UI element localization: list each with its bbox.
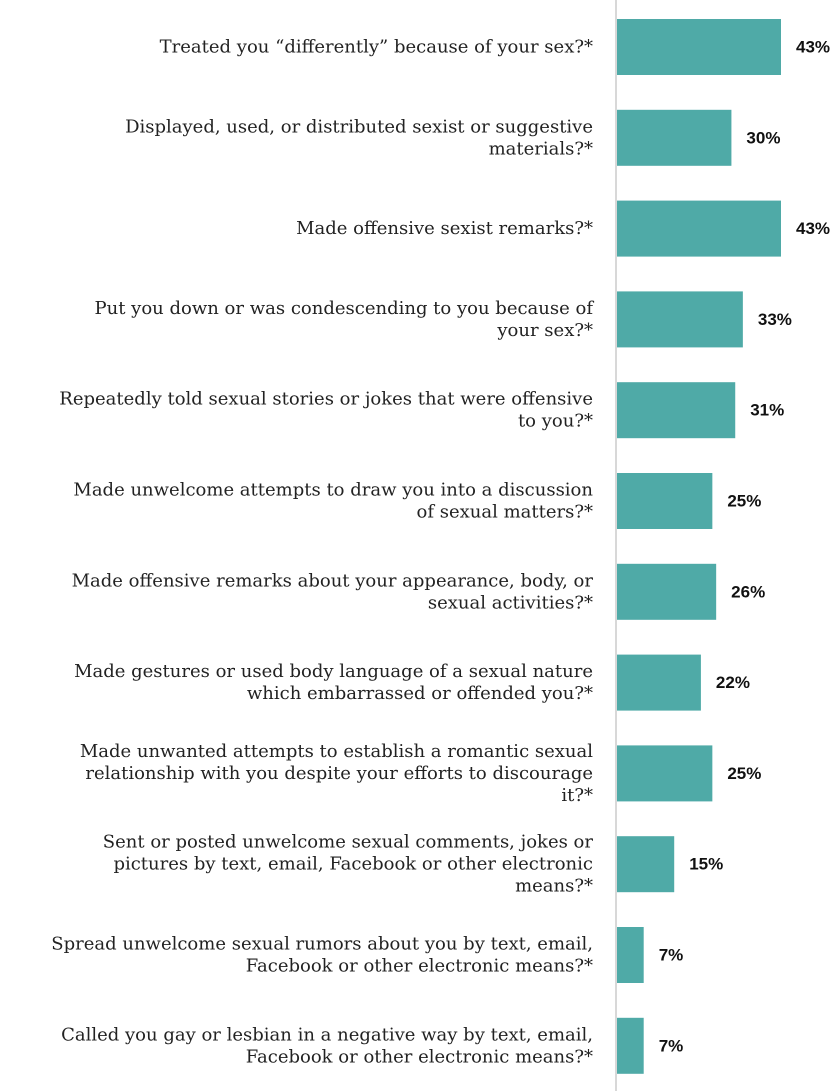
value-label-6: 25% <box>727 492 761 511</box>
value-label-11: 7% <box>659 946 684 965</box>
bars-group <box>617 19 781 1074</box>
bar-3 <box>617 200 781 257</box>
bar-5 <box>617 382 736 439</box>
category-label-5: Repeatedly told sexual stories or jokes … <box>59 389 593 432</box>
bar-8 <box>617 654 701 711</box>
category-label-12: Called you gay or lesbian in a negative … <box>61 1024 593 1067</box>
bar-7 <box>617 563 717 620</box>
category-label-4: Put you down or was condescending to you… <box>95 298 595 341</box>
value-label-8: 22% <box>716 673 750 692</box>
category-label-11: Spread unwelcome sexual rumors about you… <box>51 934 593 977</box>
value-label-9: 25% <box>727 764 761 783</box>
bar-12 <box>617 1017 644 1074</box>
category-label-3: Made offensive sexist remarks?* <box>296 218 593 239</box>
category-label-8: Made gestures or used body language of a… <box>74 661 593 704</box>
bar-11 <box>617 927 644 983</box>
category-label-7: Made offensive remarks about your appear… <box>72 570 594 613</box>
bar-4 <box>617 291 743 348</box>
value-label-3: 43% <box>796 219 830 238</box>
bar-6 <box>617 473 713 529</box>
value-label-5: 31% <box>750 401 784 420</box>
value-label-4: 33% <box>758 310 792 329</box>
value-label-10: 15% <box>689 855 723 874</box>
value-label-2: 30% <box>746 128 780 147</box>
category-label-1: Treated you “differently” because of you… <box>160 37 593 58</box>
category-label-2: Displayed, used, or distributed sexist o… <box>125 116 593 159</box>
bar-9 <box>617 745 713 802</box>
value-label-7: 26% <box>731 582 765 601</box>
category-label-9: Made unwanted attempts to establish a ro… <box>80 741 593 806</box>
category-label-10: Sent or posted unwelcome sexual comments… <box>103 832 594 897</box>
value-labels-group: 43% 30% 43% 33% 31% 25% 26% 22% 25% 15% 7% 7% <box>659 38 830 1056</box>
bar-10 <box>617 836 675 893</box>
bar-2 <box>617 109 732 166</box>
category-label-6: Made unwelcome attempts to draw you into… <box>73 480 593 523</box>
value-label-1: 43% <box>796 38 830 57</box>
category-labels-group: Treated you “differently” because of you… <box>51 37 594 1068</box>
bar-1 <box>617 19 781 75</box>
value-label-12: 7% <box>659 1036 684 1055</box>
